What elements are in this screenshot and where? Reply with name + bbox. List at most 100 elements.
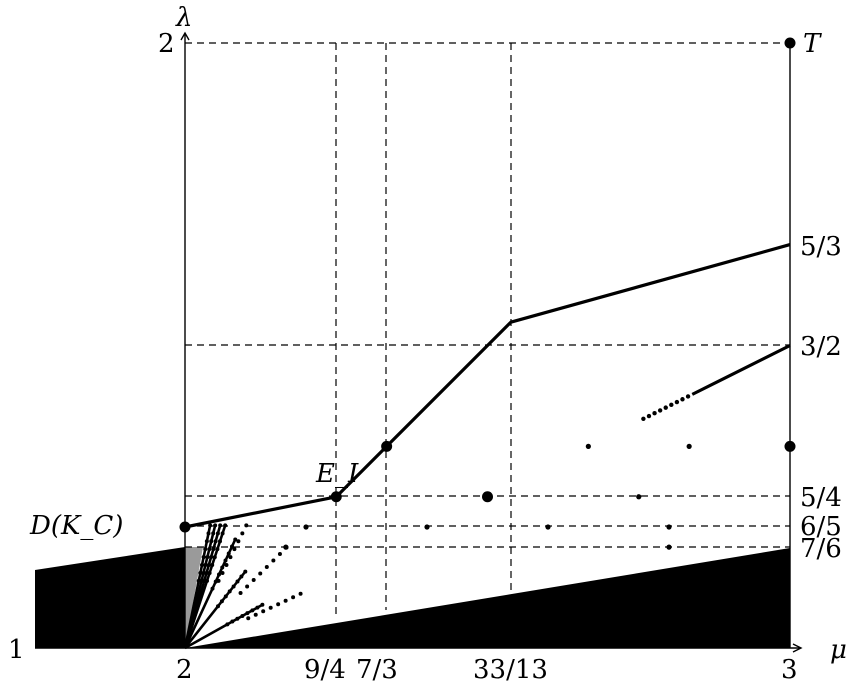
ray-dot bbox=[206, 563, 211, 568]
ray-dot bbox=[245, 584, 250, 589]
ray-dot bbox=[230, 544, 234, 549]
big-point bbox=[179, 521, 191, 533]
small-point bbox=[585, 443, 591, 449]
dot-near-3-2 bbox=[669, 402, 674, 408]
label-D-KC: D(K_C) bbox=[29, 511, 123, 541]
small-point bbox=[636, 494, 642, 500]
ray-dot bbox=[261, 609, 266, 614]
ray-dot bbox=[205, 555, 210, 560]
ray-dot bbox=[291, 595, 296, 600]
small-point bbox=[424, 524, 430, 530]
x-tick-9-4: 9/4 bbox=[304, 655, 346, 685]
ray-dot bbox=[268, 605, 273, 610]
boundary-curve bbox=[184, 243, 791, 529]
label-E-I: E_I bbox=[315, 459, 359, 489]
dot-near-3-2 bbox=[646, 413, 652, 419]
big-point bbox=[784, 37, 796, 49]
dot-near-3-2 bbox=[674, 399, 680, 405]
ray-dot bbox=[253, 612, 258, 617]
ray-dot bbox=[215, 547, 220, 552]
dot-near-3-2 bbox=[680, 397, 685, 402]
ray-dot bbox=[260, 602, 265, 607]
ray-dot bbox=[201, 555, 206, 560]
ray-dot bbox=[298, 591, 303, 596]
ray-dot bbox=[240, 531, 245, 536]
ray-dot bbox=[209, 555, 214, 560]
ray-dot bbox=[215, 531, 220, 536]
ray-dot bbox=[225, 622, 230, 627]
x-tick-3: 3 bbox=[781, 655, 798, 685]
dot-near-3-2 bbox=[657, 408, 663, 413]
ray-dot bbox=[236, 539, 241, 544]
ray-dot bbox=[220, 565, 225, 570]
ray-dot bbox=[235, 616, 240, 621]
ray-dot bbox=[239, 574, 244, 579]
ray-dot bbox=[199, 578, 204, 583]
y-tick-5-3: 5/3 bbox=[800, 232, 842, 262]
y-axis-label: λ bbox=[175, 3, 192, 33]
x-min-label: 1 bbox=[8, 635, 25, 665]
dot-near-3-2 bbox=[641, 416, 646, 422]
small-point bbox=[283, 544, 289, 550]
ray-dot bbox=[213, 523, 218, 528]
ray-dot bbox=[203, 547, 208, 552]
ray-dot bbox=[264, 565, 269, 569]
ray-dot bbox=[277, 552, 282, 556]
x-tick-2: 2 bbox=[176, 655, 193, 685]
ray-dot bbox=[219, 599, 224, 604]
ray-dot bbox=[283, 598, 288, 603]
dot-near-3-2 bbox=[663, 405, 668, 410]
ray-dot bbox=[208, 523, 213, 528]
small-point bbox=[666, 524, 672, 530]
ray-dot bbox=[220, 531, 225, 536]
x-tick-7-3: 7/3 bbox=[356, 655, 398, 685]
ray-dot bbox=[207, 570, 212, 575]
dotted-line-near-3-2 bbox=[641, 394, 691, 422]
big-point bbox=[330, 491, 342, 503]
ray-dot bbox=[204, 570, 209, 575]
ray-dot bbox=[231, 584, 236, 589]
label-T: T bbox=[803, 29, 822, 59]
ray-dot bbox=[223, 594, 228, 599]
ray-dot bbox=[227, 589, 232, 594]
y-tick-6-5: 6/5 bbox=[800, 512, 842, 542]
small-points bbox=[283, 443, 692, 550]
ray-dot bbox=[238, 591, 243, 595]
ray-dot bbox=[250, 608, 255, 613]
ray-dot bbox=[258, 571, 263, 576]
y-tick-3-2: 3/2 bbox=[800, 332, 842, 362]
ray-dot bbox=[230, 619, 235, 624]
ray-dot bbox=[210, 563, 215, 568]
small-point bbox=[303, 524, 309, 530]
ray-dot bbox=[218, 539, 222, 544]
fan-lines bbox=[183, 525, 263, 650]
ray-dot bbox=[218, 523, 223, 528]
y-tick-5-4: 5/4 bbox=[800, 483, 842, 513]
ray-dot bbox=[209, 539, 214, 544]
ray-dot bbox=[216, 578, 221, 583]
small-point bbox=[686, 443, 692, 449]
ray-dot bbox=[271, 558, 276, 563]
dot-near-3-2 bbox=[652, 411, 657, 416]
dashed-guides bbox=[185, 42, 790, 618]
ray-dot bbox=[243, 569, 248, 574]
ray-dot bbox=[203, 563, 208, 568]
big-point bbox=[784, 440, 796, 452]
ray-dot bbox=[223, 523, 228, 528]
ray-dot bbox=[224, 563, 229, 568]
black-region-bottom bbox=[185, 548, 790, 648]
ray-dot bbox=[198, 570, 203, 575]
x-axis-arrow bbox=[792, 643, 803, 653]
big-points bbox=[179, 37, 796, 533]
ray-dot bbox=[240, 613, 245, 618]
ray-dot bbox=[223, 558, 228, 563]
dotted-rays bbox=[196, 523, 303, 627]
small-point bbox=[545, 524, 551, 530]
big-point bbox=[482, 491, 493, 503]
dot-near-3-2 bbox=[685, 394, 691, 399]
ray-dot bbox=[245, 611, 250, 616]
big-point bbox=[381, 440, 393, 452]
line-to-3-2 bbox=[691, 344, 791, 396]
small-point bbox=[666, 544, 672, 550]
